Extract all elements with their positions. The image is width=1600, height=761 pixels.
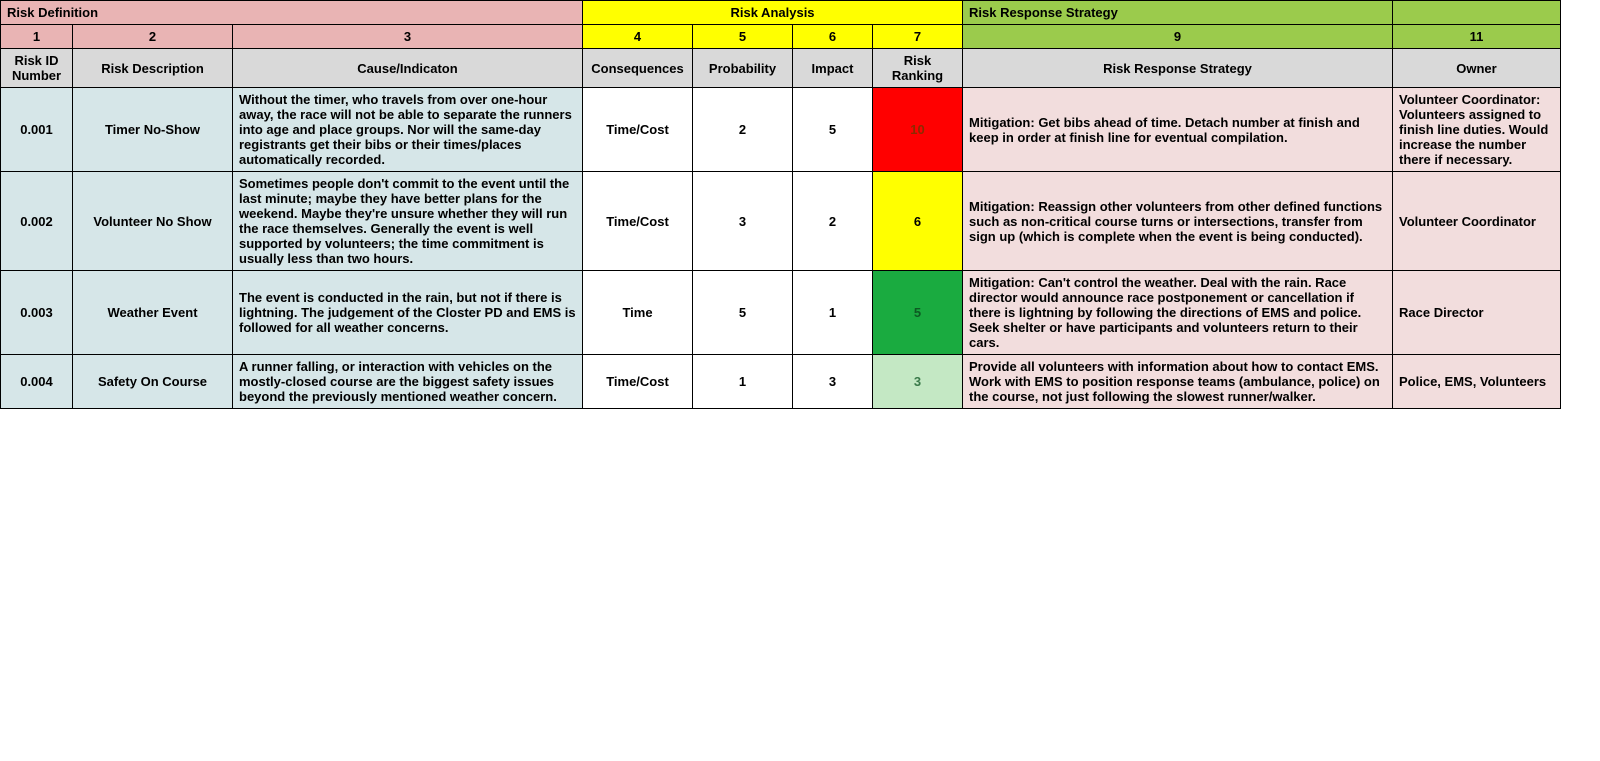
- section-header-row: Risk Definition Risk Analysis Risk Respo…: [1, 1, 1561, 25]
- cell-probability: 5: [693, 271, 793, 355]
- cell-owner: Volunteer Coordinator: Volunteers assign…: [1393, 88, 1561, 172]
- header-strategy: Risk Response Strategy: [963, 49, 1393, 88]
- cell-risk-id: 0.001: [1, 88, 73, 172]
- cell-consequences: Time: [583, 271, 693, 355]
- cell-cause: Without the timer, who travels from over…: [233, 88, 583, 172]
- cell-risk-id: 0.003: [1, 271, 73, 355]
- cell-risk-ranking: 3: [873, 355, 963, 409]
- header-consequences: Consequences: [583, 49, 693, 88]
- cell-description: Volunteer No Show: [73, 172, 233, 271]
- cell-probability: 3: [693, 172, 793, 271]
- cell-risk-ranking: 10: [873, 88, 963, 172]
- cell-cause: The event is conducted in the rain, but …: [233, 271, 583, 355]
- column-number-row: 1 2 3 4 5 6 7 9 11: [1, 25, 1561, 49]
- table-row: 0.002Volunteer No ShowSometimes people d…: [1, 172, 1561, 271]
- cell-risk-ranking: 6: [873, 172, 963, 271]
- header-impact: Impact: [793, 49, 873, 88]
- cell-cause: A runner falling, or interaction with ve…: [233, 355, 583, 409]
- colnum-4: 4: [583, 25, 693, 49]
- cell-impact: 3: [793, 355, 873, 409]
- cell-owner: Volunteer Coordinator: [1393, 172, 1561, 271]
- cell-impact: 5: [793, 88, 873, 172]
- cell-impact: 2: [793, 172, 873, 271]
- table-row: 0.003Weather EventThe event is conducted…: [1, 271, 1561, 355]
- colnum-11: 11: [1393, 25, 1561, 49]
- cell-description: Timer No-Show: [73, 88, 233, 172]
- cell-probability: 1: [693, 355, 793, 409]
- section-definition: Risk Definition: [1, 1, 583, 25]
- section-response-blank: [1393, 1, 1561, 25]
- cell-risk-ranking: 5: [873, 271, 963, 355]
- cell-owner: Police, EMS, Volunteers: [1393, 355, 1561, 409]
- colnum-3: 3: [233, 25, 583, 49]
- cell-probability: 2: [693, 88, 793, 172]
- cell-risk-id: 0.004: [1, 355, 73, 409]
- colnum-2: 2: [73, 25, 233, 49]
- cell-impact: 1: [793, 271, 873, 355]
- colnum-6: 6: [793, 25, 873, 49]
- colnum-7: 7: [873, 25, 963, 49]
- column-header-row: Risk ID Number Risk Description Cause/In…: [1, 49, 1561, 88]
- cell-description: Safety On Course: [73, 355, 233, 409]
- cell-strategy: Mitigation: Reassign other volunteers fr…: [963, 172, 1393, 271]
- cell-strategy: Mitigation: Get bibs ahead of time. Deta…: [963, 88, 1393, 172]
- section-response: Risk Response Strategy: [963, 1, 1393, 25]
- cell-description: Weather Event: [73, 271, 233, 355]
- colnum-1: 1: [1, 25, 73, 49]
- cell-consequences: Time/Cost: [583, 172, 693, 271]
- section-analysis: Risk Analysis: [583, 1, 963, 25]
- header-owner: Owner: [1393, 49, 1561, 88]
- header-risk-id: Risk ID Number: [1, 49, 73, 88]
- cell-strategy: Provide all volunteers with information …: [963, 355, 1393, 409]
- cell-strategy: Mitigation: Can't control the weather. D…: [963, 271, 1393, 355]
- risk-register-table: Risk Definition Risk Analysis Risk Respo…: [0, 0, 1561, 409]
- header-description: Risk Description: [73, 49, 233, 88]
- table-row: 0.004Safety On CourseA runner falling, o…: [1, 355, 1561, 409]
- cell-risk-id: 0.002: [1, 172, 73, 271]
- cell-cause: Sometimes people don't commit to the eve…: [233, 172, 583, 271]
- header-probability: Probability: [693, 49, 793, 88]
- cell-consequences: Time/Cost: [583, 88, 693, 172]
- colnum-9: 9: [963, 25, 1393, 49]
- header-risk-ranking: Risk Ranking: [873, 49, 963, 88]
- cell-owner: Race Director: [1393, 271, 1561, 355]
- table-row: 0.001Timer No-ShowWithout the timer, who…: [1, 88, 1561, 172]
- colnum-5: 5: [693, 25, 793, 49]
- cell-consequences: Time/Cost: [583, 355, 693, 409]
- header-cause: Cause/Indicaton: [233, 49, 583, 88]
